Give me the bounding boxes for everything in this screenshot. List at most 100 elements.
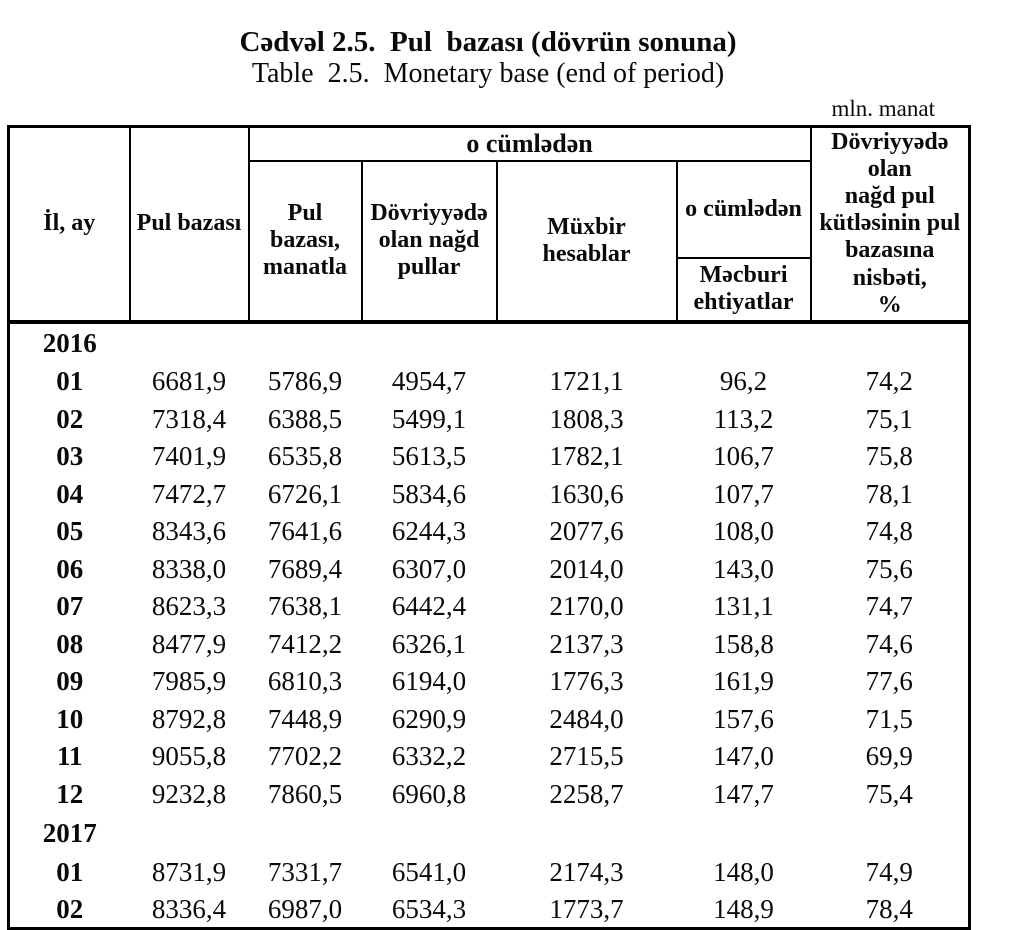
value-cell: 131,1: [713, 591, 774, 622]
year-row: 2016: [9, 322, 970, 363]
value-cell: 6442,4: [391, 591, 467, 622]
month-row: 01 6681,9 5786,9 4954,7 1721,1 96,2 74,2: [9, 363, 970, 401]
value-cell: 1630,6: [549, 478, 624, 509]
value-cell: 9055,8: [151, 741, 227, 772]
value-cell: 143,0: [713, 553, 774, 584]
value-cell: 5613,5: [391, 441, 467, 472]
value-cell: 2484,0: [549, 703, 624, 734]
value-cell: 8343,6: [151, 516, 227, 547]
value-cell: 78,4: [865, 893, 913, 924]
row-label: 05: [56, 516, 84, 547]
month-row: 12 9232,8 7860,5 6960,8 2258,7 147,7 75,4: [9, 775, 970, 813]
value-cell: 6326,1: [391, 628, 467, 659]
value-cell: 6987,0: [267, 893, 343, 924]
value-cell: 78,1: [865, 478, 913, 509]
value-cell: 75,8: [865, 441, 913, 472]
value-cell: 147,7: [713, 778, 774, 809]
month-row: 10 8792,8 7448,9 6290,9 2484,0 157,6 71,5: [9, 700, 970, 738]
value-cell: 8731,9: [151, 857, 227, 888]
value-cell: 75,1: [865, 403, 913, 434]
value-cell: 6535,8: [267, 441, 343, 472]
value-cell: 69,9: [865, 741, 913, 772]
value-cell: [497, 813, 677, 854]
value-cell: 8338,0: [151, 553, 227, 584]
value-cell: 158,8: [713, 628, 774, 659]
row-label: 11: [56, 741, 83, 772]
value-cell: 8336,4: [151, 893, 227, 924]
row-label: 03: [56, 441, 84, 472]
value-cell: 7401,9: [151, 441, 227, 472]
value-cell: 9232,8: [151, 778, 227, 809]
value-cell: 7985,9: [151, 666, 227, 697]
value-cell: 8623,3: [151, 591, 227, 622]
value-cell: 6244,3: [391, 516, 467, 547]
value-cell: 106,7: [713, 441, 774, 472]
value-cell: 6726,1: [267, 478, 343, 509]
value-cell: 4954,7: [391, 366, 467, 397]
value-cell: 96,2: [719, 366, 768, 397]
month-row: 03 7401,9 6535,8 5613,5 1782,1 106,7 75,8: [9, 438, 970, 476]
month-row: 06 8338,0 7689,4 6307,0 2014,0 143,0 75,6: [9, 550, 970, 588]
value-cell: 161,9: [713, 666, 774, 697]
value-cell: 2715,5: [549, 741, 624, 772]
value-cell: 6194,0: [391, 666, 467, 697]
value-cell: 6681,9: [151, 366, 227, 397]
value-cell: 7641,6: [267, 516, 343, 547]
value-cell: 1782,1: [549, 441, 624, 472]
value-cell: 7702,2: [267, 741, 343, 772]
value-cell: [249, 813, 362, 854]
value-cell: 157,6: [713, 703, 774, 734]
value-cell: [811, 322, 970, 363]
row-label: 12: [56, 778, 84, 809]
header-group-including: o cümlədən: [247, 125, 812, 162]
value-cell: 2258,7: [549, 778, 624, 809]
month-row: 07 8623,3 7638,1 6442,4 2170,0 131,1 74,7: [9, 588, 970, 626]
value-cell: 1776,3: [549, 666, 624, 697]
value-cell: 6810,3: [267, 666, 343, 697]
value-cell: 7689,4: [267, 553, 343, 584]
value-cell: 77,6: [865, 666, 913, 697]
value-cell: 5834,6: [391, 478, 467, 509]
value-cell: 2170,0: [549, 591, 624, 622]
row-label: 10: [56, 703, 84, 734]
header-sub-including: o cümlədən: [675, 159, 812, 259]
value-cell: 107,7: [713, 478, 774, 509]
table-title-azerbaijani: Cədvəl 2.5. Pul bazası (dövrün sonuna): [239, 26, 737, 58]
unit-label: mln. manat: [831, 96, 935, 121]
header-base-in-manat: Pul bazası, manatla: [247, 159, 363, 323]
value-cell: 6290,9: [391, 703, 467, 734]
value-cell: [677, 322, 811, 363]
value-cell: [677, 813, 811, 854]
row-label: 09: [56, 666, 84, 697]
monetary-base-table: İl, ay Pul bazası o cümlədən Dövriyyədə …: [7, 125, 972, 930]
value-cell: 74,6: [865, 628, 913, 659]
value-cell: 71,5: [865, 703, 913, 734]
value-cell: 7331,7: [267, 857, 343, 888]
value-cell: 7638,1: [267, 591, 343, 622]
value-cell: 6332,2: [391, 741, 467, 772]
header-required-reserves: Məcburi ehtiyatlar: [675, 256, 812, 323]
value-cell: 2077,6: [549, 516, 624, 547]
value-cell: [811, 813, 970, 854]
value-cell: 147,0: [713, 741, 774, 772]
year-row: 2017: [9, 813, 970, 854]
value-cell: [130, 813, 249, 854]
value-cell: [362, 813, 497, 854]
value-cell: 6541,0: [391, 857, 467, 888]
document-titles: Cədvəl 2.5. Pul bazası (dövrün sonuna) T…: [0, 26, 976, 89]
value-cell: 75,6: [865, 553, 913, 584]
month-row: 02 7318,4 6388,5 5499,1 1808,3 113,2 75,1: [9, 400, 970, 438]
value-cell: 6388,5: [267, 403, 343, 434]
value-cell: 8477,9: [151, 628, 227, 659]
month-row: 05 8343,6 7641,6 6244,3 2077,6 108,0 74,8: [9, 513, 970, 551]
value-cell: [130, 322, 249, 363]
month-row: 01 8731,9 7331,7 6541,0 2174,3 148,0 74,9: [9, 854, 970, 892]
month-row: 08 8477,9 7412,2 6326,1 2137,3 158,8 74,6: [9, 625, 970, 663]
row-label: 04: [56, 478, 84, 509]
value-cell: [362, 322, 497, 363]
value-cell: 7318,4: [151, 403, 227, 434]
row-label: 06: [56, 553, 84, 584]
value-cell: 8792,8: [151, 703, 227, 734]
value-cell: 74,7: [865, 591, 913, 622]
value-cell: 6307,0: [391, 553, 467, 584]
